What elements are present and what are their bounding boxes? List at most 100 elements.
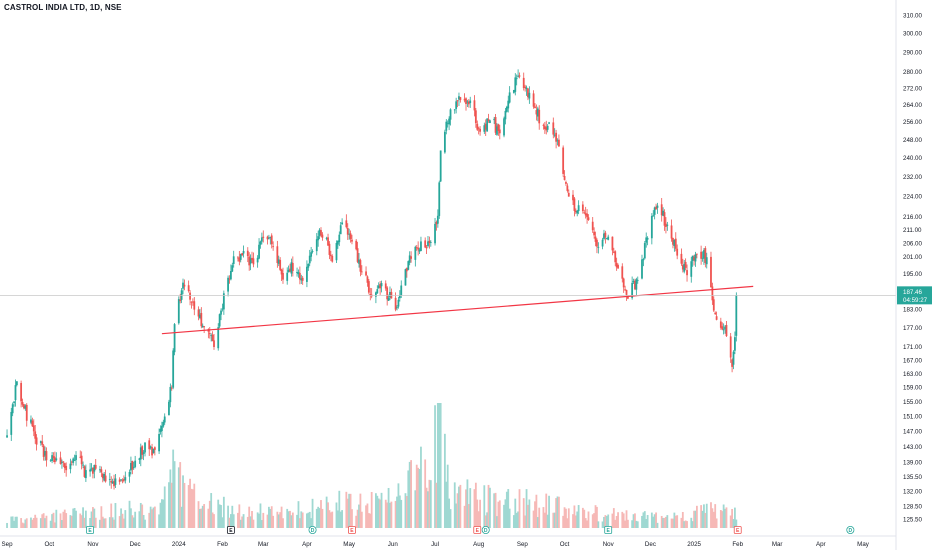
candle-body — [555, 132, 558, 142]
candle — [621, 263, 624, 283]
price-axis[interactable]: 125.50 128.50 132.00 135.50 139.00 143.00 147.… — [895, 0, 932, 550]
volume-bar — [31, 519, 34, 528]
candle-body — [148, 440, 151, 450]
volume-bar — [652, 516, 655, 528]
volume-bar — [23, 523, 25, 528]
candle-body — [612, 251, 615, 253]
candle-body — [415, 247, 418, 249]
volume-bar — [686, 521, 688, 528]
volume-bar — [128, 500, 131, 528]
volume-bar — [249, 516, 252, 528]
price-tick-label: 290.00 — [903, 50, 922, 57]
candle — [607, 234, 610, 241]
candle — [434, 218, 436, 246]
candle — [269, 236, 272, 245]
candle-body — [104, 475, 107, 482]
volume-bar — [555, 498, 558, 528]
candle-body — [439, 150, 442, 182]
volume-bar — [576, 511, 579, 528]
candle-body — [266, 236, 269, 240]
candle — [731, 358, 733, 373]
volume-bar — [536, 517, 539, 528]
volume-bar — [458, 486, 460, 528]
candle — [172, 348, 175, 390]
candle-body — [603, 233, 605, 239]
candle-body — [489, 120, 491, 123]
candle — [427, 235, 429, 248]
volume-bar — [494, 492, 497, 528]
candle — [128, 469, 131, 483]
volume-bar — [49, 520, 52, 528]
candle — [210, 333, 213, 342]
event-marker: E — [226, 526, 235, 534]
candle — [336, 240, 339, 249]
candle — [256, 255, 259, 268]
candle — [408, 251, 411, 266]
candle — [612, 247, 615, 254]
candle-body — [30, 419, 32, 423]
candle-body — [542, 124, 545, 126]
volume-bar — [30, 517, 32, 528]
volume-bar — [238, 504, 241, 528]
volume-bar — [552, 512, 555, 528]
volume-bar — [503, 504, 505, 528]
candle — [662, 207, 665, 217]
last-price-label: 187.46 — [903, 289, 922, 296]
candle — [259, 240, 262, 249]
volume-bar — [693, 510, 695, 528]
candle-body — [52, 456, 55, 459]
candle-body — [414, 246, 417, 260]
candle-body — [617, 265, 619, 269]
price-tick-label: 163.00 — [903, 371, 922, 378]
candle-body — [445, 121, 448, 131]
candle — [477, 126, 480, 135]
volume-bar — [603, 516, 605, 528]
candle-body — [331, 255, 334, 262]
candle-body — [605, 238, 608, 240]
price-tick-label: 155.00 — [903, 399, 922, 406]
volume-bar — [415, 464, 418, 528]
price-tick-label: 183.00 — [903, 306, 922, 313]
volume-bar — [348, 493, 351, 528]
candle-body — [152, 448, 155, 454]
candle-body — [100, 469, 103, 473]
candle — [248, 252, 251, 271]
volume-bar — [417, 467, 420, 528]
candle — [301, 275, 304, 285]
candle-body — [449, 109, 452, 120]
volume-bar — [62, 511, 65, 528]
candle-body — [220, 310, 222, 315]
price-tick-label: 201.00 — [903, 254, 922, 261]
volume-bar — [397, 483, 400, 528]
candle — [518, 72, 521, 79]
last-price-marker — [897, 286, 932, 305]
candle-body — [259, 241, 262, 245]
volume-bar — [641, 515, 643, 528]
time-axis[interactable]: Sep Oct Nov Dec 2024 Feb Mar Apr May Jun Jul Aug Sep… — [0, 535, 896, 548]
price-tick-label: 143.00 — [903, 444, 922, 451]
time-tick-label: Jul — [431, 541, 439, 548]
volume-bar — [32, 517, 35, 528]
candle-body — [193, 301, 196, 310]
candle — [487, 113, 490, 123]
candle — [494, 114, 497, 135]
candle — [670, 219, 673, 242]
volume-bar — [170, 482, 173, 528]
candle-body — [476, 123, 479, 130]
volume-bar — [410, 460, 412, 528]
candle-body — [586, 213, 588, 218]
candle — [339, 222, 342, 235]
candle-body — [642, 259, 645, 261]
candle — [345, 214, 348, 229]
candle — [162, 419, 165, 428]
volume-bar — [690, 517, 693, 528]
volume-bar — [405, 496, 408, 528]
volume-bar — [180, 506, 183, 528]
volume-bar — [527, 504, 529, 528]
candle-body — [99, 469, 101, 471]
volume-bar — [459, 484, 462, 528]
candle-body — [714, 312, 717, 315]
candle — [190, 301, 193, 309]
time-tick-label: Nov — [603, 541, 615, 548]
